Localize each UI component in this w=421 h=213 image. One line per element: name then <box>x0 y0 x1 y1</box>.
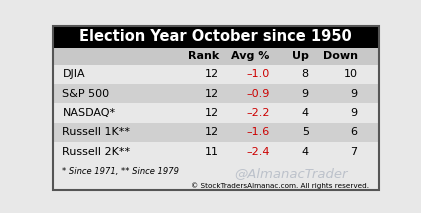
Text: –2.4: –2.4 <box>246 147 269 157</box>
Bar <box>53 123 379 142</box>
Text: Russell 1K**: Russell 1K** <box>62 127 131 137</box>
Bar <box>53 103 379 123</box>
Text: 6: 6 <box>351 127 358 137</box>
Text: 9: 9 <box>351 108 358 118</box>
Text: @AlmanacTrader: @AlmanacTrader <box>234 167 348 180</box>
Text: 12: 12 <box>205 69 219 79</box>
Text: Russell 2K**: Russell 2K** <box>62 147 131 157</box>
Text: 7: 7 <box>351 147 358 157</box>
Text: 12: 12 <box>205 108 219 118</box>
Text: Election Year October since 1950: Election Year October since 1950 <box>80 29 352 44</box>
Text: © StockTradersAlmanac.com. All rights reserved.: © StockTradersAlmanac.com. All rights re… <box>191 183 369 189</box>
Text: 4: 4 <box>301 147 309 157</box>
Bar <box>53 181 379 191</box>
Text: 8: 8 <box>301 69 309 79</box>
Text: NASDAQ*: NASDAQ* <box>62 108 115 118</box>
Text: –1.6: –1.6 <box>246 127 269 137</box>
Bar <box>53 26 379 48</box>
Text: 10: 10 <box>344 69 358 79</box>
Text: 5: 5 <box>302 127 309 137</box>
Text: –1.0: –1.0 <box>246 69 269 79</box>
Bar <box>53 65 379 84</box>
Text: S&P 500: S&P 500 <box>62 89 109 99</box>
Text: Up: Up <box>292 51 309 61</box>
Bar <box>53 161 379 181</box>
Bar <box>53 48 379 65</box>
Text: –2.2: –2.2 <box>246 108 269 118</box>
Text: 12: 12 <box>205 127 219 137</box>
Text: 9: 9 <box>301 89 309 99</box>
Text: 11: 11 <box>205 147 219 157</box>
Bar <box>53 142 379 161</box>
Text: –0.9: –0.9 <box>246 89 269 99</box>
Text: 4: 4 <box>301 108 309 118</box>
Bar <box>53 84 379 103</box>
Text: Rank: Rank <box>188 51 219 61</box>
Text: 9: 9 <box>351 89 358 99</box>
Text: Down: Down <box>322 51 358 61</box>
Text: Avg %: Avg % <box>231 51 269 61</box>
Text: * Since 1971, ** Since 1979: * Since 1971, ** Since 1979 <box>62 167 179 176</box>
Text: DJIA: DJIA <box>62 69 85 79</box>
Text: 12: 12 <box>205 89 219 99</box>
